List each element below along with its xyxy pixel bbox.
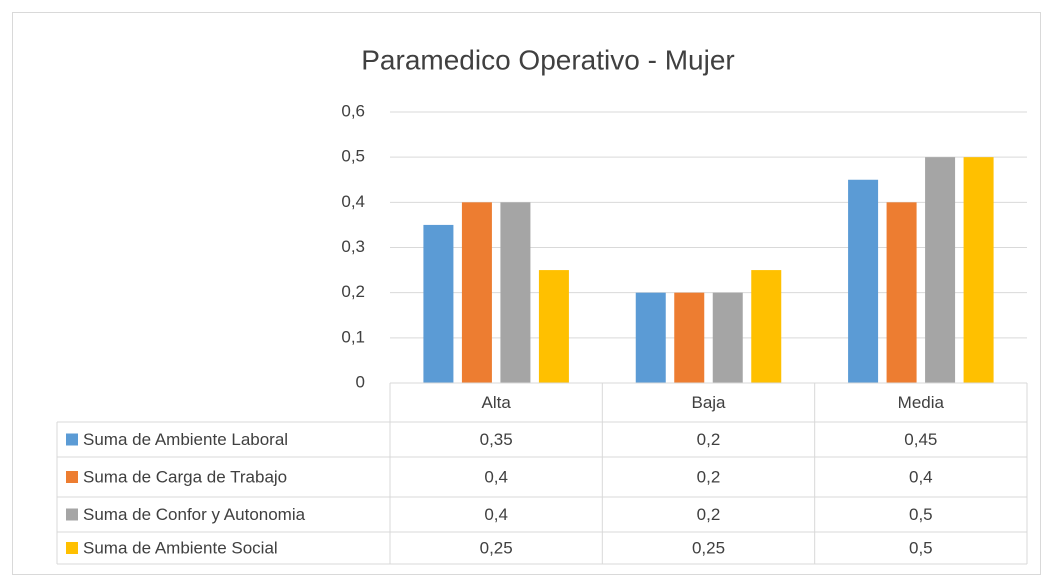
bar xyxy=(500,202,531,383)
table-value: 0,4 xyxy=(909,467,933,486)
table-value: 0,25 xyxy=(692,538,725,557)
bar xyxy=(712,292,743,383)
table-value: 0,35 xyxy=(480,430,513,449)
legend-swatch xyxy=(66,508,78,521)
bar xyxy=(461,202,492,383)
legend-label: Suma de Ambiente Laboral xyxy=(83,430,288,449)
chart-title: Paramedico Operativo - Mujer xyxy=(361,44,734,75)
legend-label: Suma de Carga de Trabajo xyxy=(83,467,287,486)
bar xyxy=(751,270,782,383)
x-tick-label: Media xyxy=(898,393,945,412)
table-value: 0,5 xyxy=(909,505,933,524)
y-tick-label: 0,1 xyxy=(341,327,365,346)
table-value: 0,4 xyxy=(484,505,508,524)
legend-swatch xyxy=(66,433,78,446)
legend-label: Suma de Confor y Autonomia xyxy=(83,505,306,524)
y-tick-label: 0 xyxy=(356,372,365,391)
legend-swatch xyxy=(66,542,78,554)
legend-swatch xyxy=(66,471,78,483)
bar xyxy=(674,292,705,383)
table-value: 0,4 xyxy=(484,467,508,486)
x-tick-label: Alta xyxy=(482,393,512,412)
legend-label: Suma de Ambiente Social xyxy=(83,538,278,557)
y-tick-label: 0,3 xyxy=(341,237,365,256)
bar xyxy=(925,157,956,383)
table-value: 0,45 xyxy=(904,430,937,449)
bar xyxy=(886,202,917,383)
x-tick-label: Baja xyxy=(691,393,726,412)
table-value: 0,25 xyxy=(480,538,513,557)
table-value: 0,2 xyxy=(697,467,721,486)
y-tick-label: 0,4 xyxy=(341,192,365,211)
bar xyxy=(423,224,454,383)
table-value: 0,2 xyxy=(697,430,721,449)
table-value: 0,2 xyxy=(697,505,721,524)
bar xyxy=(848,179,879,383)
y-tick-label: 0,6 xyxy=(341,101,365,120)
table-value: 0,5 xyxy=(909,538,933,557)
bar xyxy=(538,270,569,383)
bar xyxy=(635,292,666,383)
y-tick-label: 0,2 xyxy=(341,282,365,301)
y-tick-label: 0,5 xyxy=(341,147,365,166)
bar xyxy=(963,157,994,383)
